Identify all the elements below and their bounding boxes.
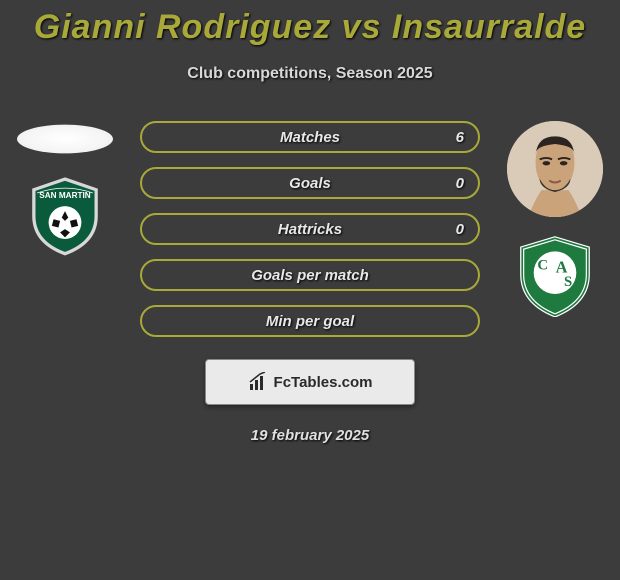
stat-row-goals-per-match: Goals per match xyxy=(140,259,480,291)
right-column: C A S xyxy=(500,121,610,317)
stat-label: Goals per match xyxy=(251,267,369,284)
date-text: 19 february 2025 xyxy=(0,427,620,444)
right-club-badge: C A S xyxy=(512,235,598,317)
stat-right-value: 6 xyxy=(456,129,464,146)
left-column: SAN MARTIN xyxy=(10,121,120,257)
svg-text:S: S xyxy=(564,274,572,290)
stat-label: Min per goal xyxy=(266,313,354,330)
chart-icon xyxy=(248,372,268,392)
right-player-avatar xyxy=(507,121,603,217)
stats-list: Matches 6 Goals 0 Hattricks 0 Goals per … xyxy=(140,121,480,337)
stat-label: Hattricks xyxy=(278,221,342,238)
left-club-text: SAN MARTIN xyxy=(39,191,90,200)
left-player-avatar xyxy=(17,125,113,154)
stat-row-hattricks: Hattricks 0 xyxy=(140,213,480,245)
brand-box: FcTables.com xyxy=(205,359,415,405)
stat-label: Goals xyxy=(289,175,331,192)
left-club-badge: SAN MARTIN xyxy=(22,175,108,257)
stat-right-value: 0 xyxy=(456,221,464,238)
stat-row-min-per-goal: Min per goal xyxy=(140,305,480,337)
stat-row-matches: Matches 6 xyxy=(140,121,480,153)
subtitle: Club competitions, Season 2025 xyxy=(0,65,620,83)
stat-right-value: 0 xyxy=(456,175,464,192)
page-title: Gianni Rodriguez vs Insaurralde xyxy=(0,0,620,47)
stat-label: Matches xyxy=(280,129,340,146)
stat-row-goals: Goals 0 xyxy=(140,167,480,199)
svg-text:C: C xyxy=(537,257,548,273)
comparison-content: SAN MARTIN xyxy=(0,121,620,444)
brand-text: FcTables.com xyxy=(274,374,373,391)
